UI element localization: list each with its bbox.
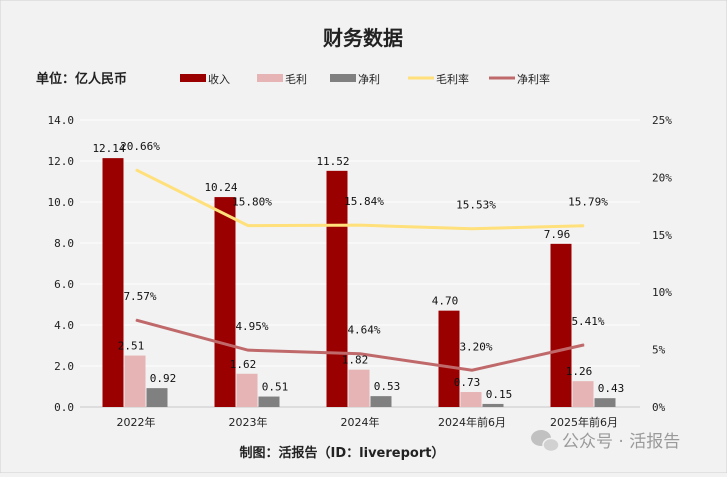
- bar-label: 7.96: [544, 228, 571, 241]
- bar-label: 10.24: [204, 181, 237, 194]
- point-毛利率: [471, 228, 473, 230]
- legend-label: 净利: [358, 72, 380, 86]
- point-毛利率: [583, 225, 585, 227]
- bar-毛利: [124, 355, 146, 407]
- bar-label: 1.26: [566, 365, 593, 378]
- bar-label: 0.73: [454, 376, 481, 389]
- bars: [102, 158, 616, 407]
- axes: 0.0 2.0 4.0 6.0 8.0 10.0 12.0 14.0 0% 5% 10% 15% 20%…: [48, 114, 673, 429]
- bar-收入: [438, 310, 460, 407]
- bar-毛利: [236, 373, 258, 407]
- x-tick-label: 2024年: [341, 415, 380, 429]
- line-label: 4.95%: [235, 320, 268, 333]
- bar-label: 11.52: [316, 155, 349, 168]
- x-tick-label: 2025年前6月: [550, 415, 618, 429]
- right-tick-label: 0%: [652, 401, 666, 414]
- right-tick-label: 10%: [652, 286, 672, 299]
- point-净利率: [583, 344, 585, 346]
- chart-title: 财务数据: [323, 26, 403, 50]
- bar-毛利: [348, 369, 370, 407]
- bar-label: 1.62: [230, 358, 257, 371]
- line-label: 4.64%: [347, 324, 380, 337]
- left-tick-label: 6.0: [54, 278, 74, 291]
- point-净利率: [135, 319, 137, 321]
- legend-label: 收入: [208, 72, 230, 86]
- right-tick-label: 15%: [652, 229, 672, 242]
- bar-label: 0.51: [262, 381, 289, 394]
- left-tick-label: 14.0: [48, 114, 75, 127]
- point-毛利率: [359, 224, 361, 226]
- legend-label: 毛利: [285, 73, 307, 86]
- bar-收入: [102, 158, 124, 407]
- legend-label: 净利率: [517, 72, 550, 86]
- x-tick-label: 2022年: [117, 415, 156, 429]
- point-毛利率: [135, 169, 137, 171]
- legend: 收入 毛利 净利 毛利率 净利率: [180, 72, 550, 86]
- bar-label: 1.82: [342, 354, 369, 367]
- gridlines: [80, 119, 640, 408]
- left-tick-label: 4.0: [54, 319, 74, 332]
- bar-label: 0.15: [486, 388, 513, 401]
- left-tick-label: 10.0: [48, 196, 75, 209]
- x-tick-label: 2023年: [229, 415, 268, 429]
- legend-label: 毛利率: [436, 72, 469, 86]
- bar-label: 4.70: [432, 295, 459, 308]
- line-label: 20.66%: [120, 140, 160, 153]
- bar-收入: [214, 197, 236, 407]
- x-tick-label: 2024年前6月: [438, 415, 506, 429]
- point-净利率: [359, 353, 361, 355]
- bar-净利: [146, 388, 168, 407]
- bar-收入: [550, 243, 572, 407]
- left-tick-label: 12.0: [48, 155, 75, 168]
- bar-毛利: [460, 392, 482, 407]
- bar-净利: [594, 398, 616, 407]
- left-tick-label: 8.0: [54, 237, 74, 250]
- line-label: 15.79%: [568, 196, 608, 209]
- source-note: 制图：活报告（ID：livereport）: [240, 445, 445, 461]
- bar-毛利: [572, 381, 594, 407]
- bar-label: 0.92: [150, 372, 177, 385]
- line-label: 7.57%: [123, 290, 156, 303]
- bar-净利: [258, 396, 280, 407]
- bar-label: 0.53: [374, 380, 401, 393]
- bar-label: 2.51: [118, 340, 145, 353]
- line-label: 3.20%: [459, 340, 492, 353]
- bar-label: 12.14: [92, 142, 125, 155]
- line-label: 15.80%: [232, 196, 272, 209]
- left-tick-label: 0.0: [54, 401, 74, 414]
- watermark: 公众号 · 活报告: [562, 432, 680, 452]
- bar-净利: [370, 396, 392, 407]
- bar-收入: [326, 170, 348, 407]
- line-label: 15.53%: [456, 199, 496, 212]
- lines: [135, 168, 585, 372]
- point-净利率: [247, 349, 249, 351]
- point-净利率: [471, 369, 473, 371]
- line-label: 5.41%: [571, 315, 604, 328]
- bar-净利: [482, 403, 504, 407]
- left-tick-label: 2.0: [54, 360, 74, 373]
- right-tick-label: 5%: [652, 344, 666, 357]
- bar-label: 0.43: [598, 382, 625, 395]
- right-tick-label: 20%: [652, 171, 672, 184]
- point-毛利率: [247, 225, 249, 227]
- wechat-icon: [531, 430, 560, 453]
- legend-swatch: [257, 74, 283, 82]
- unit-label: 单位：亿人民币: [36, 71, 127, 87]
- line-label: 15.84%: [344, 195, 384, 208]
- data-labels: 12.14 10.24 11.52 4.70 7.96 2.51 1.62 1.82 0.73 1…: [92, 140, 624, 401]
- legend-swatch: [180, 74, 206, 82]
- legend-swatch: [330, 74, 356, 82]
- right-tick-label: 25%: [652, 114, 672, 127]
